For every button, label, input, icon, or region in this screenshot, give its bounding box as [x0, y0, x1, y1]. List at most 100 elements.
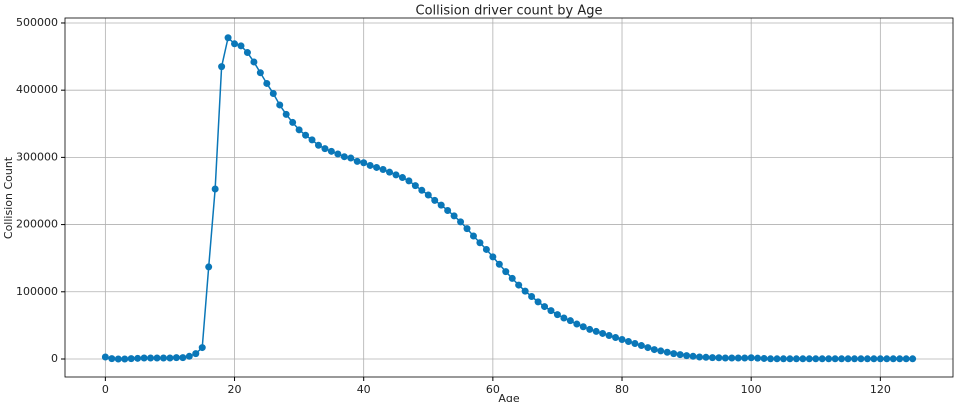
data-point [218, 63, 226, 71]
data-point [469, 232, 477, 240]
data-point [586, 325, 594, 333]
plot-frame [64, 17, 954, 378]
data-point [657, 347, 665, 355]
y-tick-label: 400000 [16, 83, 58, 96]
data-point [851, 355, 859, 363]
data-point [663, 348, 671, 356]
data-point [457, 218, 465, 226]
data-point [379, 165, 387, 173]
data-point [179, 354, 187, 362]
data-point [838, 355, 846, 363]
x-tick-label: 100 [741, 383, 762, 396]
data-point [696, 353, 704, 361]
data-point [411, 182, 419, 190]
data-point [612, 333, 620, 341]
y-tick-label: 500000 [16, 16, 58, 29]
data-point [747, 354, 755, 362]
data-point [205, 263, 213, 271]
data-point [437, 201, 445, 209]
data-point [528, 292, 536, 300]
data-point [670, 350, 678, 358]
data-point [250, 58, 258, 66]
data-point [495, 260, 503, 268]
data-point [624, 338, 632, 346]
data-point [334, 150, 342, 158]
data-point [896, 355, 904, 363]
data-point [818, 355, 826, 363]
data-point [650, 346, 658, 354]
x-tick-label: 60 [486, 383, 500, 396]
data-point [198, 344, 206, 352]
data-point [237, 42, 245, 50]
data-point [243, 49, 251, 57]
data-point [321, 145, 329, 153]
data-point [108, 355, 116, 363]
x-tick-label: 40 [357, 383, 371, 396]
data-point [863, 355, 871, 363]
data-point [192, 350, 200, 358]
data-point [276, 101, 284, 109]
data-point [541, 303, 549, 311]
data-point [553, 311, 561, 319]
data-point [831, 355, 839, 363]
data-point [314, 141, 322, 149]
data-point [405, 177, 413, 185]
data-point [825, 355, 833, 363]
data-point [282, 110, 290, 118]
y-tick-label: 200000 [16, 218, 58, 231]
x-tick-label: 120 [870, 383, 891, 396]
data-point [760, 354, 768, 362]
data-point [386, 168, 394, 176]
data-point [708, 354, 716, 362]
y-tick-label: 0 [51, 352, 58, 365]
data-point [728, 354, 736, 362]
data-point [637, 342, 645, 350]
y-tick-label: 300000 [16, 150, 58, 163]
x-axis-label: Age [498, 392, 520, 402]
data-point [792, 355, 800, 363]
data-point [147, 354, 155, 362]
data-point [734, 354, 742, 362]
data-point [444, 206, 452, 214]
data-point [211, 185, 219, 193]
data-point [295, 126, 303, 134]
data-point [876, 355, 884, 363]
data-point [366, 161, 374, 169]
data-point [812, 355, 820, 363]
data-point [302, 131, 310, 139]
data-point [231, 40, 239, 48]
data-point [767, 355, 775, 363]
data-point [308, 136, 316, 144]
data-point [857, 355, 865, 363]
data-point [424, 191, 432, 199]
data-point [870, 355, 878, 363]
data-point [605, 331, 613, 339]
data-point [631, 340, 639, 348]
data-point [689, 352, 697, 360]
data-point [683, 352, 691, 360]
data-point [560, 314, 568, 322]
data-point [373, 163, 381, 171]
data-point [754, 354, 762, 362]
data-point [599, 329, 607, 337]
data-point [360, 159, 368, 167]
data-point [618, 336, 626, 344]
data-point [676, 351, 684, 359]
data-point [508, 274, 516, 282]
data-point [159, 354, 167, 362]
data-point [327, 147, 335, 155]
chart-title: Collision driver count by Age [416, 4, 603, 19]
x-tick-label: 0 [102, 383, 109, 396]
data-point [534, 298, 542, 306]
x-tick-label: 20 [228, 383, 242, 396]
data-point [521, 287, 529, 295]
data-point [263, 79, 271, 87]
data-point [805, 355, 813, 363]
data-point [482, 245, 490, 253]
data-point [431, 196, 439, 204]
y-tick-label: 100000 [16, 285, 58, 298]
data-point [134, 354, 142, 362]
data-point [566, 317, 574, 325]
data-point [702, 353, 710, 361]
